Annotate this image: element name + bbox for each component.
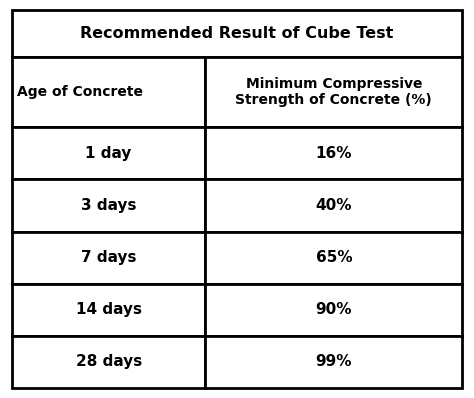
Bar	[12, 127, 205, 179]
Bar	[12, 10, 462, 57]
Text: 65%: 65%	[316, 250, 352, 265]
Text: 1 day: 1 day	[85, 146, 132, 161]
Bar	[205, 179, 462, 232]
Bar	[205, 336, 462, 388]
Bar	[12, 336, 205, 388]
Text: 40%: 40%	[316, 198, 352, 213]
Bar	[12, 232, 205, 284]
Text: 14 days: 14 days	[76, 302, 142, 317]
Text: 3 days: 3 days	[81, 198, 137, 213]
Text: 28 days: 28 days	[75, 355, 142, 369]
Text: 99%: 99%	[316, 355, 352, 369]
Text: 16%: 16%	[316, 146, 352, 161]
Text: 7 days: 7 days	[81, 250, 137, 265]
Bar	[205, 127, 462, 179]
Bar	[12, 284, 205, 336]
Text: 90%: 90%	[316, 302, 352, 317]
Bar	[12, 57, 205, 127]
Text: Age of Concrete: Age of Concrete	[17, 85, 143, 99]
Text: Recommended Result of Cube Test: Recommended Result of Cube Test	[80, 26, 394, 41]
Bar	[12, 179, 205, 232]
Bar	[205, 57, 462, 127]
Text: Minimum Compressive
Strength of Concrete (%): Minimum Compressive Strength of Concrete…	[236, 77, 432, 107]
Bar	[205, 284, 462, 336]
Bar	[205, 232, 462, 284]
